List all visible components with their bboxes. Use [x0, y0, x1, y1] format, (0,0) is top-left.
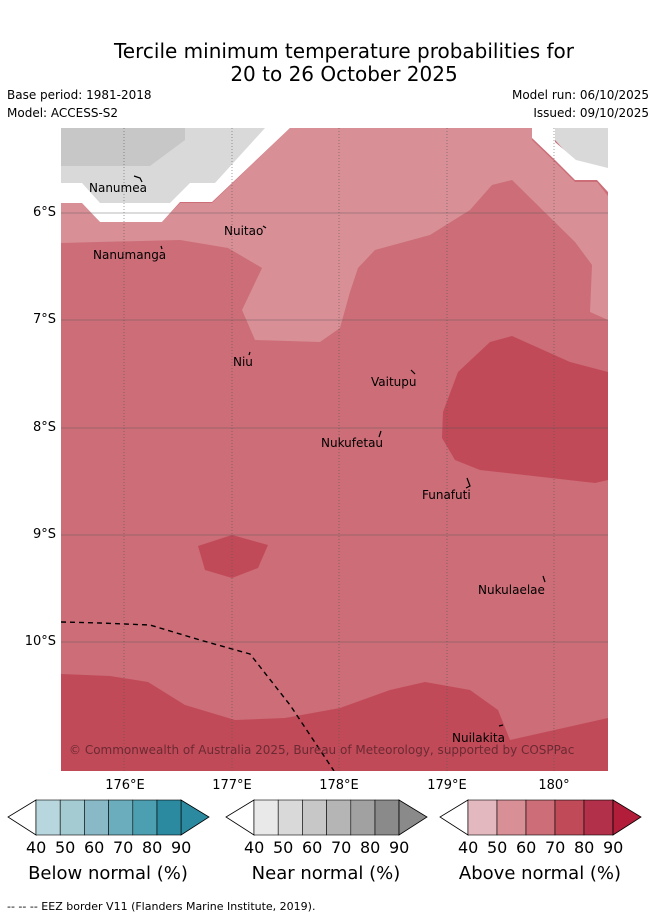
tick-below-80: 80	[142, 838, 163, 857]
tick-below-60: 60	[84, 838, 105, 857]
region-above-70-south	[61, 674, 608, 771]
place-funafuti: Funafuti	[422, 488, 471, 502]
model-run: Model run: 06/10/2025	[511, 88, 649, 102]
copyright-notice: © Commonwealth of Australia 2025, Bureau…	[69, 743, 575, 757]
place-nuilakita: Nuilakita	[452, 731, 505, 745]
tick-above-80: 80	[574, 838, 595, 857]
legend-below-normal	[7, 799, 210, 836]
legend-below-label: Below normal (%)	[28, 863, 188, 884]
island-nuitao-mark	[262, 225, 267, 229]
lat-label-10s: 10°S	[24, 634, 56, 649]
tick-above-90: 90	[603, 838, 624, 857]
tick-near-50: 50	[273, 838, 294, 857]
island-niu-mark	[248, 351, 251, 356]
tick-near-90: 90	[389, 838, 410, 857]
lon-label-180: 180°	[538, 778, 570, 793]
lat-label-7s: 7°S	[32, 312, 56, 327]
tick-below-70: 70	[113, 838, 134, 857]
tick-above-50: 50	[487, 838, 508, 857]
place-vaitupu: Vaitupu	[371, 375, 417, 389]
tick-above-70: 70	[545, 838, 566, 857]
legend-near-label: Near normal (%)	[251, 863, 401, 884]
lon-label-177e: 177°E	[212, 778, 252, 793]
place-nanumanga: Nanumanga	[93, 248, 167, 262]
tick-near-70: 70	[331, 838, 352, 857]
tick-above-40: 40	[458, 838, 479, 857]
island-nuilakita-mark	[498, 724, 504, 727]
place-nukufetau: Nukufetau	[321, 436, 384, 450]
tick-near-40: 40	[244, 838, 265, 857]
island-funafuti-mark	[465, 477, 471, 489]
place-nukulaelae: Nukulaelae	[478, 583, 545, 597]
region-above-50	[61, 128, 608, 342]
island-vaitupu-mark	[410, 369, 416, 375]
region-above-70-centre	[198, 535, 268, 578]
island-nanumea-mark	[133, 175, 143, 183]
legend-near-normal	[225, 799, 428, 836]
lon-label-178e: 178°E	[319, 778, 359, 793]
map-title: Tercile minimum temperature probabilitie…	[0, 40, 655, 86]
island-nanumanga-mark	[160, 245, 163, 250]
tick-below-40: 40	[26, 838, 47, 857]
title-line-2: 20 to 26 October 2025	[230, 62, 458, 86]
legend-above-label: Above normal (%)	[458, 863, 622, 884]
tick-below-90: 90	[171, 838, 192, 857]
model-name: Model: ACCESS-S2	[7, 106, 119, 120]
tick-below-50: 50	[55, 838, 76, 857]
tick-above-60: 60	[516, 838, 537, 857]
place-nanumea: Nanumea	[89, 181, 147, 195]
lon-label-179e: 179°E	[427, 778, 467, 793]
region-above-70-east	[442, 336, 608, 483]
title-line-1: Tercile minimum temperature probabilitie…	[113, 39, 575, 63]
place-nuitao: Nuitao	[224, 224, 264, 238]
base-period: Base period: 1981-2018	[7, 88, 152, 102]
legend-above-normal	[439, 799, 642, 836]
place-niu: Niu	[233, 355, 253, 369]
lat-label-8s: 8°S	[32, 420, 56, 435]
tick-near-80: 80	[360, 838, 381, 857]
island-nukufetau-mark	[378, 430, 382, 438]
region-near-normal-ne	[555, 128, 608, 170]
eez-border	[61, 621, 335, 771]
tick-near-60: 60	[302, 838, 323, 857]
lat-label-9s: 9°S	[32, 527, 56, 542]
eez-footnote: -- -- -- EEZ border V11 (Flanders Marine…	[7, 900, 316, 913]
region-near-normal-nw-dark	[61, 128, 185, 166]
island-nukulaelae-mark	[542, 575, 546, 583]
issued-date: Issued: 09/10/2025	[533, 106, 649, 120]
lat-label-6s: 6°S	[32, 205, 56, 220]
lon-label-176e: 176°E	[105, 778, 145, 793]
